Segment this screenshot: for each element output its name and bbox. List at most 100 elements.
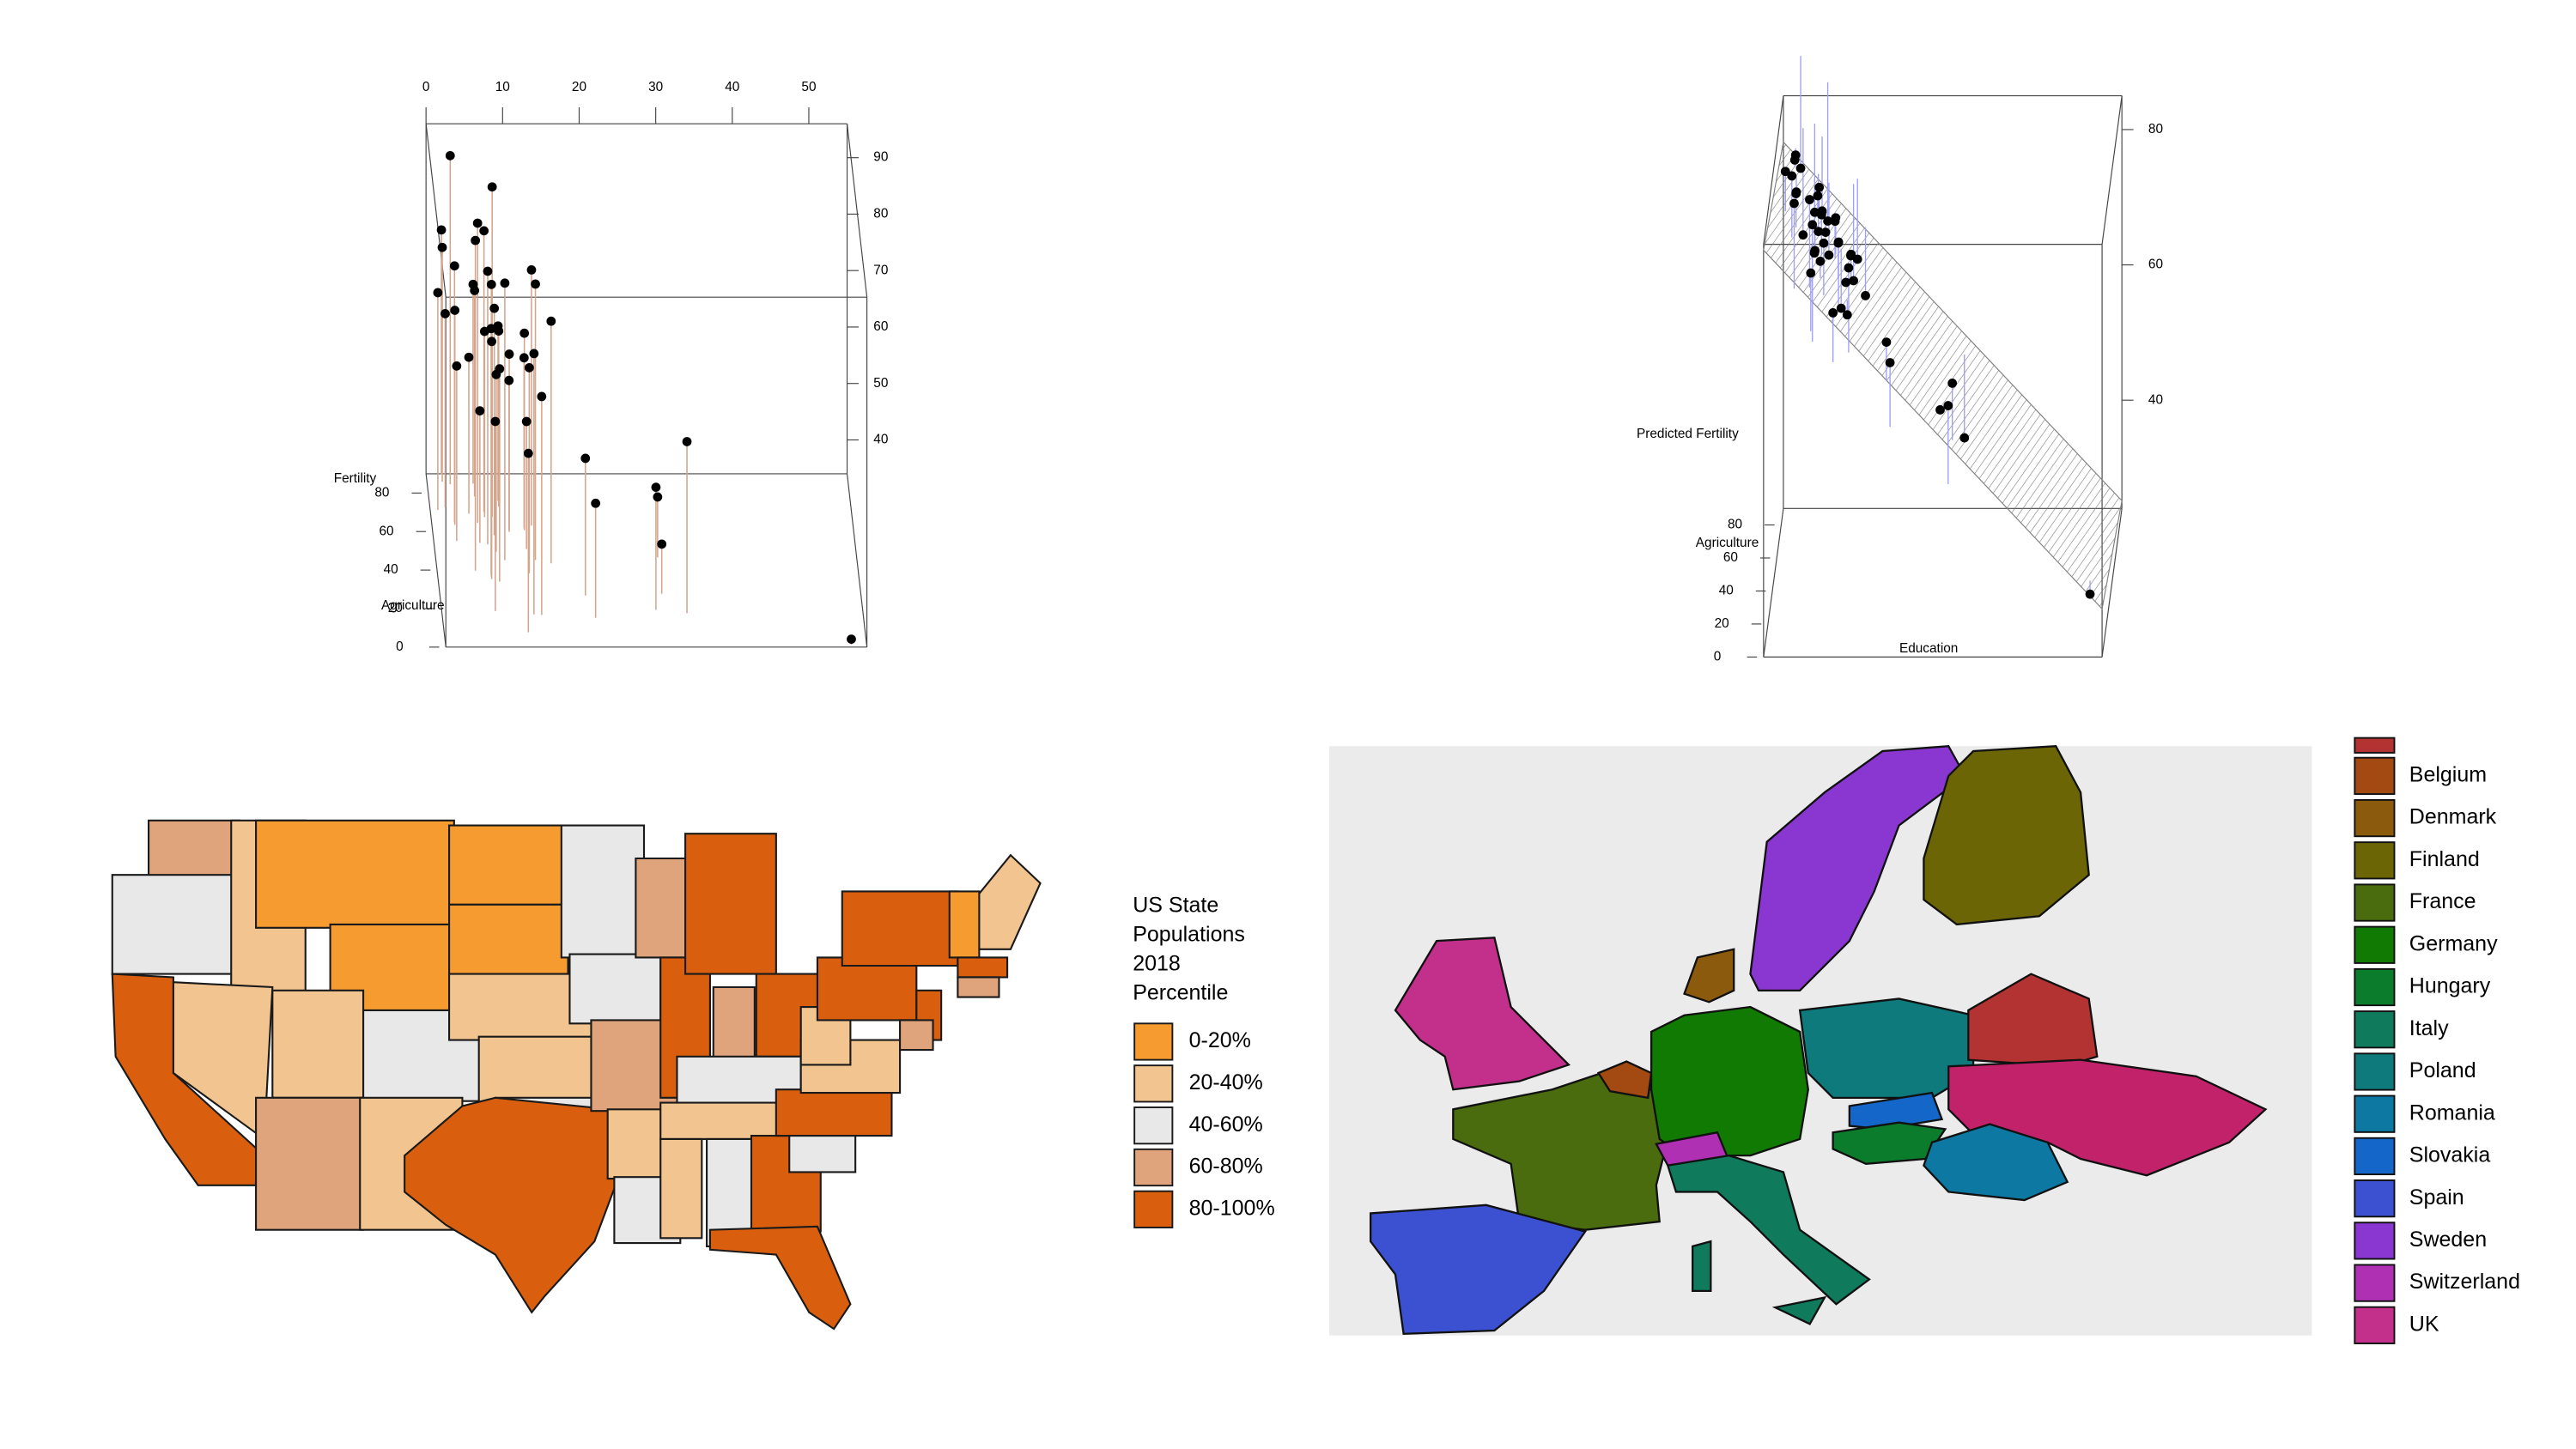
state — [708, 1225, 852, 1331]
legend-swatch — [1133, 1064, 1174, 1103]
point — [1798, 230, 1808, 240]
legend-label: 20-40% — [1189, 1070, 1263, 1094]
y-tick-label: 80 — [1728, 518, 1742, 532]
state — [973, 853, 1042, 950]
point — [1943, 401, 1953, 410]
point — [486, 279, 496, 289]
point — [1787, 171, 1797, 181]
point — [682, 437, 692, 446]
state — [560, 824, 646, 959]
state — [255, 1096, 365, 1231]
legend-label: 40-60% — [1189, 1113, 1263, 1137]
z-tick-label: 90 — [873, 150, 888, 165]
y-tick-label: 40 — [1719, 584, 1734, 598]
country — [1596, 1060, 1653, 1100]
point — [546, 316, 556, 326]
country — [1771, 1295, 1827, 1325]
point — [657, 539, 667, 549]
point — [500, 278, 510, 288]
z-tick-label: 80 — [873, 207, 888, 221]
point — [1791, 187, 1801, 197]
point — [1819, 238, 1829, 248]
state — [568, 953, 662, 1025]
state — [957, 956, 1009, 979]
legend-label: Germany — [2409, 931, 2498, 955]
point — [1959, 433, 1970, 443]
z-axis-label: Fertility — [334, 471, 377, 486]
y-tick-label: 60 — [379, 524, 393, 538]
legend-label: Romania — [2409, 1100, 2495, 1125]
point — [1852, 254, 1862, 264]
state — [448, 903, 569, 980]
y-tick-label: 20 — [1715, 616, 1729, 631]
legend-swatch — [2354, 883, 2396, 922]
point — [1790, 150, 1801, 161]
y-tick-label: 0 — [396, 640, 404, 654]
legend-swatch — [2354, 1010, 2396, 1049]
legend-swatch — [2354, 1052, 2396, 1091]
point — [591, 498, 601, 508]
point — [1806, 268, 1816, 278]
point — [1828, 308, 1838, 318]
country — [1683, 948, 1735, 1003]
legend-swatch — [2354, 1306, 2396, 1344]
point — [531, 279, 540, 289]
box-edge — [2101, 508, 2123, 658]
point — [1861, 291, 1870, 300]
z-tick-label: 60 — [873, 319, 888, 334]
country — [1749, 745, 1966, 991]
x-axis-label: Education — [1899, 641, 1958, 656]
state — [957, 976, 1000, 998]
legend-swatch — [2354, 1179, 2396, 1218]
z-tick-label: 70 — [873, 263, 888, 277]
point — [1842, 310, 1852, 320]
box-edge — [425, 473, 447, 647]
z-tick-label: 40 — [2148, 392, 2163, 407]
state — [448, 824, 569, 906]
legend-title: 2018 — [1133, 951, 1181, 975]
y-tick-label: 80 — [374, 485, 389, 500]
x-tick-label: 0 — [422, 80, 430, 94]
box-edge — [846, 124, 868, 298]
state — [271, 989, 365, 1099]
point — [1935, 405, 1945, 415]
country — [1394, 937, 1571, 1091]
state — [841, 890, 959, 967]
legend-swatch — [1133, 1022, 1174, 1061]
point — [847, 634, 856, 644]
point — [1816, 209, 1826, 220]
legend-swatch — [1133, 1106, 1174, 1145]
point — [1885, 358, 1895, 367]
point — [1831, 213, 1841, 223]
y-tick-label: 0 — [1714, 649, 1722, 664]
x-tick-label: 10 — [495, 80, 510, 94]
point — [1813, 191, 1823, 201]
legend-label: 60-80% — [1189, 1155, 1263, 1179]
point — [449, 261, 459, 271]
point — [1823, 216, 1832, 226]
point — [1841, 277, 1851, 288]
legend-swatch — [2354, 1222, 2396, 1260]
point — [529, 349, 539, 359]
state — [111, 874, 246, 975]
point — [524, 362, 534, 373]
point — [1795, 163, 1806, 173]
legend-label: Belgium — [2409, 762, 2487, 786]
point — [519, 353, 529, 363]
z-axis-label: Predicted Fertility — [1637, 427, 1739, 441]
point — [1780, 167, 1790, 177]
point — [1849, 276, 1859, 286]
point — [2085, 589, 2095, 599]
box-edge — [1763, 508, 1784, 658]
state — [899, 1019, 934, 1052]
point — [489, 303, 500, 313]
point — [450, 306, 460, 315]
point — [1814, 182, 1825, 192]
point — [1881, 337, 1892, 347]
y-axis-label: Agriculture — [1696, 536, 1759, 550]
point — [1820, 227, 1831, 237]
point — [486, 324, 496, 334]
legend-swatch-partial — [2354, 737, 2396, 754]
point — [472, 218, 483, 228]
box-edge — [1763, 95, 1784, 245]
